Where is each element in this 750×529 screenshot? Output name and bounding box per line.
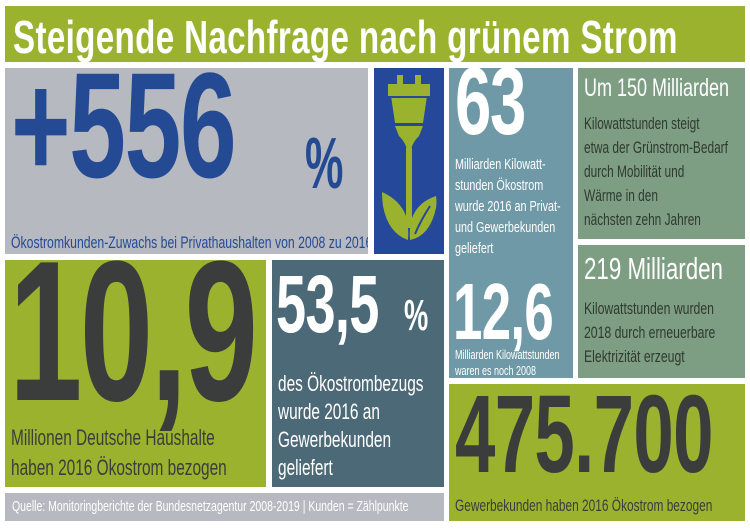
households-value: 10,9 [9, 260, 258, 443]
growth-value: +556 [11, 68, 237, 209]
description-line: haben 2016 Ökostrom bezogen [11, 455, 227, 480]
description-line: geliefert [278, 455, 333, 480]
business-customers-panel: 475.700 Gewerbekunden haben 2016 Ökostro… [449, 384, 745, 521]
description-line: Kilowattstunden steigt [584, 115, 700, 133]
generated-2018-panel: 219 Milliarden Kilowattstunden wurden 20… [578, 245, 745, 378]
delivered-stat-panel: 63 Milliarden Kilowatt- stunden Ökostrom… [449, 68, 573, 378]
description-line: Millionen Deutsche Haushalte [11, 425, 215, 450]
description-line: Wärme in den [584, 187, 658, 205]
business-customers-description: Gewerbekunden haben 2016 Ökostrom bezoge… [455, 496, 713, 515]
generated-2018-description: Kilowattstunden wurden 2018 durch erneue… [584, 297, 742, 369]
delivered-2008-description: Milliarden Kilowattstunden waren es noch… [455, 347, 573, 378]
growth-description: Ökostromkunden-Zuwachs bei Privathaushal… [11, 233, 368, 252]
description-line: 2018 durch erneuerbare [584, 323, 716, 342]
description-line: Milliarden Kilowatt- [455, 156, 546, 173]
source-bar: Quelle: Monitoringberichte der Bundesnet… [5, 493, 444, 521]
future-demand-headline: Um 150 Milliarden [584, 74, 730, 102]
description-line: und Gewerbekunden [455, 219, 556, 236]
description-line: durch Mobilität und [584, 163, 685, 181]
growth-unit: % [305, 124, 344, 204]
delivered-2016-description: Milliarden Kilowatt- stunden Ökostrom wu… [455, 154, 570, 259]
business-customers-value: 475.700 [455, 384, 713, 496]
future-demand-panel: Um 150 Milliarden Kilowattstunden steigt… [578, 68, 745, 239]
source-note: Quelle: Monitoringberichte der Bundesnet… [12, 498, 409, 515]
description-line: Milliarden Kilowattstunden [455, 348, 560, 362]
description-line: Elektrizität erzeugt [584, 347, 685, 366]
description-line: waren es noch 2008 [455, 364, 537, 378]
future-demand-description: Kilowattstunden steigt etwa der Grünstro… [584, 112, 742, 232]
icon-panel [374, 68, 444, 254]
page-title: Steigende Nachfrage nach grünem Strom [13, 11, 678, 62]
growth-stat-panel: +556 % Ökostromkunden-Zuwachs bei Privat… [5, 68, 368, 254]
description-line: Kilowattstunden wurden [584, 299, 714, 318]
delivered-2008-value: 12,6 [453, 267, 554, 356]
description-line: wurde 2016 an [278, 399, 380, 424]
description-line: etwa der Grünstrom-Bedarf [584, 139, 728, 157]
description-line: des Ökostrombezugs [278, 371, 424, 396]
business-share-unit: % [404, 291, 429, 340]
households-description: Millionen Deutsche Haushalte haben 2016 … [11, 423, 263, 483]
generated-2018-headline: 219 Milliarden [584, 251, 723, 286]
description-line: geliefert [455, 240, 494, 257]
title-banner: Steigende Nachfrage nach grünem Strom [5, 6, 745, 62]
business-share-description: des Ökostrombezugs wurde 2016 an Gewerbe… [278, 370, 439, 482]
plug-with-leaves-icon [382, 75, 437, 240]
description-line: wurde 2016 an Privat- [455, 198, 561, 215]
description-line: Gewerbekunden [278, 427, 392, 452]
description-line: stunden Ökostrom [455, 177, 544, 194]
business-share-panel: 53,5 % des Ökostrombezugs wurde 2016 an … [272, 260, 444, 487]
delivered-2016-value: 63 [455, 68, 526, 155]
households-panel: 10,9 Millionen Deutsche Haushalte haben … [5, 260, 266, 487]
business-share-value: 53,5 [276, 260, 379, 350]
description-line: nächsten zehn Jahren [584, 211, 701, 229]
